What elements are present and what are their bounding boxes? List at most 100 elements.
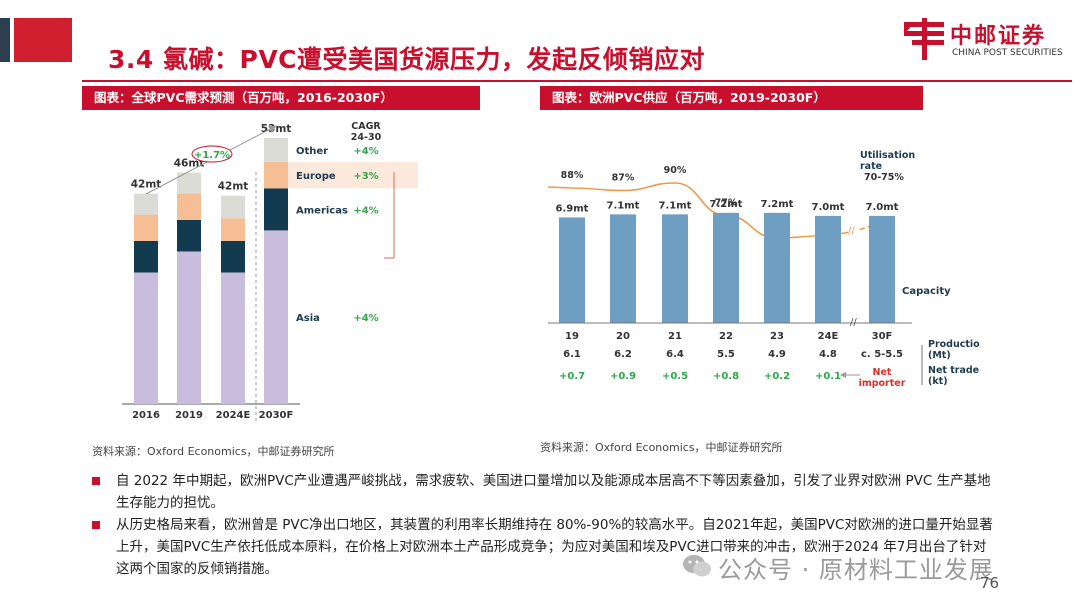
- bullet-marker: [92, 521, 100, 529]
- growth-annotation-oval: [191, 145, 233, 163]
- bullet-text: 从历史格局来看，欧洲曾是 PVC净出口地区，其装置的利用率长期维持在 80%-9…: [116, 517, 993, 577]
- net-trade-value: +0.9: [610, 371, 636, 382]
- logo-name-en: CHINA POST SECURITIES: [952, 48, 1063, 58]
- bar-segment-other: [134, 193, 158, 215]
- capacity-label: 7.0mt: [866, 202, 899, 213]
- net-trade-value: +0.8: [713, 371, 739, 382]
- net-trade-value: +0.2: [764, 371, 790, 382]
- axis-break-mark: //: [850, 317, 857, 328]
- utilisation-line: [547, 182, 849, 239]
- production-value: 4.8: [819, 349, 837, 360]
- china-post-logo-icon: [904, 18, 944, 60]
- legend-label-other: Other: [296, 146, 328, 157]
- x-tick-label: 2030F: [259, 410, 294, 421]
- capacity-bar: [869, 215, 895, 323]
- bar-total-label: 46mt: [174, 158, 205, 170]
- x-tick-label: 24E: [818, 331, 839, 342]
- net-importer-arrowhead: [840, 372, 846, 378]
- x-tick-label: 21: [668, 331, 682, 342]
- utilisation-label: 87%: [612, 173, 635, 184]
- x-tick-label: 23: [770, 331, 784, 342]
- net-trade-value: +0.1: [815, 371, 841, 382]
- capacity-bar: [815, 215, 841, 323]
- legend-label-asia: Asia: [296, 313, 320, 324]
- bar-segment-europe: [264, 162, 288, 189]
- bullet-marker: [92, 477, 100, 485]
- utilisation-label: 77%: [715, 198, 738, 209]
- x-tick-label: 2019: [175, 410, 203, 421]
- europe-pvc-supply-chart: //88%87%90%77%68%69%Utilisationrate70-75…: [547, 150, 980, 389]
- watermark-text: 公众号 · 原材料工业发展: [718, 556, 994, 584]
- capacity-bar: [764, 212, 790, 323]
- bar-segment-asia: [177, 251, 201, 404]
- production-value: 6.4: [666, 349, 684, 360]
- bar-segment-europe: [177, 193, 201, 220]
- net-trade-label: Net trade: [928, 365, 979, 376]
- bracket-line: [384, 172, 395, 259]
- title-underline: [82, 80, 1072, 82]
- cagr-value: +4%: [353, 313, 378, 324]
- capacity-bar: [559, 217, 585, 323]
- production-label: Production: [928, 339, 980, 350]
- bar-segment-americas: [221, 240, 245, 273]
- x-tick-label: 30F: [872, 331, 893, 342]
- net-importer-note: Net: [873, 367, 892, 378]
- production-value: c. 5-5.5: [861, 349, 903, 360]
- right-chart-source: 资料来源：Oxford Economics，中邮证券研究所: [540, 441, 783, 454]
- net-trade-value: +0.5: [662, 371, 688, 382]
- x-tick-label: 19: [565, 331, 579, 342]
- capacity-label: 7.2mt: [710, 199, 743, 210]
- legend-label-europe: Europe: [296, 171, 336, 182]
- utilisation-label: 88%: [561, 170, 584, 181]
- utilisation-forecast-label: 70-75%: [864, 172, 904, 183]
- axis-break-mark: //: [848, 226, 855, 237]
- bar-segment-other: [264, 137, 288, 163]
- left-chart-source: 资料来源：Oxford Economics，中邮证券研究所: [92, 445, 335, 458]
- bar-segment-americas: [264, 188, 288, 231]
- capacity-label: 7.1mt: [659, 200, 692, 211]
- slide-title: 3.4 氯碱：PVC遭受美国货源压力，发起反倾销应对: [108, 45, 706, 74]
- bar-total-label: 42mt: [131, 179, 162, 191]
- bar-segment-americas: [177, 219, 201, 252]
- logo-name-cn: 中邮证券: [950, 24, 1047, 49]
- bar-segment-americas: [134, 240, 158, 273]
- bullet-item: 自 2022 年中期起，欧洲PVC产业遭遇严峻挑战，需求疲软、美国进口量增加以及…: [92, 470, 992, 514]
- corner-accent-dark: [0, 18, 10, 62]
- cagr-value: +4%: [353, 146, 378, 157]
- wechat-icon: [683, 555, 711, 577]
- utilisation-title: Utilisation: [860, 150, 915, 161]
- bar-segment-asia: [264, 230, 288, 404]
- growth-annotation-label: +1.7%: [194, 150, 230, 161]
- capacity-series-label: Capacity: [902, 286, 951, 297]
- corner-accent-red: [14, 18, 72, 62]
- cagr-value: +4%: [353, 205, 378, 216]
- growth-arrowhead: [268, 126, 276, 133]
- cagr-value: +3%: [353, 171, 378, 182]
- europe-highlight-band: [288, 162, 418, 189]
- capacity-bar: [713, 212, 739, 323]
- capacity-label: 7.2mt: [761, 199, 794, 210]
- x-tick-label: 22: [719, 331, 733, 342]
- capacity-bar: [610, 214, 636, 323]
- x-tick-label: 20: [616, 331, 630, 342]
- utilisation-title: rate: [860, 161, 882, 172]
- bullet-text: 自 2022 年中期起，欧洲PVC产业遭遇严峻挑战，需求疲软、美国进口量增加以及…: [116, 473, 991, 511]
- x-tick-label: 2016: [132, 410, 160, 421]
- x-tick-label: 2024E: [216, 410, 251, 421]
- net-importer-note: importer: [859, 378, 906, 389]
- capacity-label: 7.0mt: [812, 202, 845, 213]
- bar-total-label: 53mt: [261, 123, 292, 135]
- left-chart-header: 图表：全球PVC需求预测（百万吨，2016-2030F）: [82, 86, 480, 110]
- net-trade-label: (kt): [928, 376, 948, 387]
- production-label: (Mt): [928, 350, 951, 361]
- bar-segment-other: [177, 172, 201, 194]
- production-value: 6.2: [614, 349, 632, 360]
- global-pvc-demand-chart: 42mt 2016 46mt 2019 42mt 2024E 53mt 2030F +1.7% A…: [122, 121, 418, 422]
- bar-total-label: 42mt: [218, 181, 249, 193]
- cagr-header: 24-30: [351, 132, 382, 143]
- utilisation-label: 90%: [664, 165, 687, 176]
- net-trade-value: +0.7: [559, 371, 585, 382]
- capacity-label: 6.9mt: [556, 203, 589, 214]
- production-value: 4.9: [768, 349, 786, 360]
- bar-segment-europe: [134, 214, 158, 241]
